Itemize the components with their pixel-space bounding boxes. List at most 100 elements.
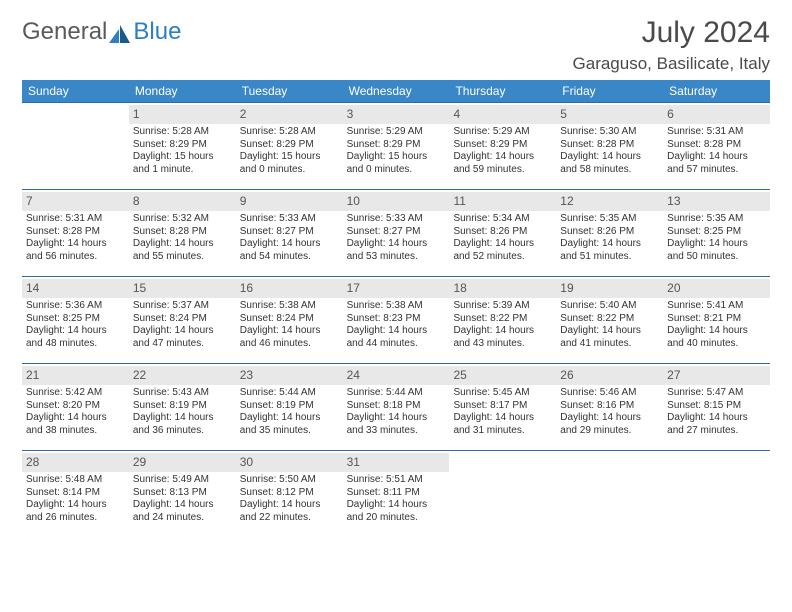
- day-cell: 16 Sunrise: 5:38 AMSunset: 8:24 PMDayligh…: [236, 277, 343, 363]
- day-number: 22: [129, 366, 236, 385]
- daylight-text: Daylight: 14 hours and 24 minutes.: [133, 499, 232, 524]
- daylight-text: Daylight: 14 hours and 44 minutes.: [347, 325, 446, 350]
- sunrise-text: Sunrise: 5:38 AM: [240, 300, 339, 313]
- calendar-page: GeneralBlue July 2024 Garaguso, Basilica…: [0, 0, 792, 612]
- sunset-text: Sunset: 8:25 PM: [667, 226, 766, 239]
- day-cell: 6Sunrise: 5:31 AMSunset: 8:28 PMDaylight…: [663, 103, 770, 189]
- sunset-text: Sunset: 8:12 PM: [240, 487, 339, 500]
- daylight-text: Daylight: 14 hours and 53 minutes.: [347, 238, 446, 263]
- day-number: 25: [449, 366, 556, 385]
- daylight-text: Daylight: 14 hours and 36 minutes.: [133, 412, 232, 437]
- day-header: Wednesday: [343, 80, 450, 102]
- sunset-text: Sunset: 8:24 PM: [240, 313, 339, 326]
- sunset-text: Sunset: 8:13 PM: [133, 487, 232, 500]
- daylight-text: Daylight: 15 hours and 0 minutes.: [347, 151, 446, 176]
- sunrise-text: Sunrise: 5:29 AM: [453, 126, 552, 139]
- sunset-text: Sunset: 8:25 PM: [26, 313, 125, 326]
- day-number: 26: [556, 366, 663, 385]
- sunrise-text: Sunrise: 5:50 AM: [240, 474, 339, 487]
- daylight-text: Daylight: 14 hours and 50 minutes.: [667, 238, 766, 263]
- sunrise-text: Sunrise: 5:35 AM: [667, 213, 766, 226]
- day-cell: 31Sunrise: 5:51 AMSunset: 8:11 PMDayligh…: [343, 451, 450, 537]
- sunrise-text: Sunrise: 5:33 AM: [347, 213, 446, 226]
- sunrise-text: Sunrise: 5:31 AM: [667, 126, 766, 139]
- daylight-text: Daylight: 14 hours and 20 minutes.: [347, 499, 446, 524]
- day-header: Saturday: [663, 80, 770, 102]
- day-cell: 23Sunrise: 5:44 AMSunset: 8:19 PMDayligh…: [236, 364, 343, 450]
- day-number: 5: [556, 105, 663, 124]
- daylight-text: Daylight: 14 hours and 35 minutes.: [240, 412, 339, 437]
- week-row: 21Sunrise: 5:42 AMSunset: 8:20 PMDayligh…: [22, 363, 770, 450]
- day-cell: 12Sunrise: 5:35 AMSunset: 8:26 PMDayligh…: [556, 190, 663, 276]
- day-cell: 13Sunrise: 5:35 AMSunset: 8:25 PMDayligh…: [663, 190, 770, 276]
- sunset-text: Sunset: 8:16 PM: [560, 400, 659, 413]
- daylight-text: Daylight: 14 hours and 52 minutes.: [453, 238, 552, 263]
- day-cell: 9Sunrise: 5:33 AMSunset: 8:27 PMDaylight…: [236, 190, 343, 276]
- day-number: 17: [343, 279, 450, 298]
- day-cell: 21Sunrise: 5:42 AMSunset: 8:20 PMDayligh…: [22, 364, 129, 450]
- daylight-text: Daylight: 14 hours and 43 minutes.: [453, 325, 552, 350]
- day-number: 8: [129, 192, 236, 211]
- sunset-text: Sunset: 8:19 PM: [133, 400, 232, 413]
- sunrise-text: Sunrise: 5:36 AM: [26, 300, 125, 313]
- day-number: 10: [343, 192, 450, 211]
- day-cell: 26Sunrise: 5:46 AMSunset: 8:16 PMDayligh…: [556, 364, 663, 450]
- sunrise-text: Sunrise: 5:45 AM: [453, 387, 552, 400]
- day-cell: 5Sunrise: 5:30 AMSunset: 8:28 PMDaylight…: [556, 103, 663, 189]
- sail-icon: [109, 25, 131, 43]
- day-cell: 11Sunrise: 5:34 AMSunset: 8:26 PMDayligh…: [449, 190, 556, 276]
- week-row: 1Sunrise: 5:28 AMSunset: 8:29 PMDaylight…: [22, 102, 770, 189]
- day-number: 11: [449, 192, 556, 211]
- sunset-text: Sunset: 8:24 PM: [133, 313, 232, 326]
- daylight-text: Daylight: 15 hours and 1 minute.: [133, 151, 232, 176]
- daylight-text: Daylight: 14 hours and 56 minutes.: [26, 238, 125, 263]
- day-cell: 28Sunrise: 5:48 AMSunset: 8:14 PMDayligh…: [22, 451, 129, 537]
- day-cell: 18Sunrise: 5:39 AMSunset: 8:22 PMDayligh…: [449, 277, 556, 363]
- sunset-text: Sunset: 8:23 PM: [347, 313, 446, 326]
- daylight-text: Daylight: 14 hours and 38 minutes.: [26, 412, 125, 437]
- day-cell: 22Sunrise: 5:43 AMSunset: 8:19 PMDayligh…: [129, 364, 236, 450]
- title-block: July 2024 Garaguso, Basilicate, Italy: [573, 18, 770, 74]
- sunrise-text: Sunrise: 5:37 AM: [133, 300, 232, 313]
- sunrise-text: Sunrise: 5:44 AM: [347, 387, 446, 400]
- sunset-text: Sunset: 8:28 PM: [667, 139, 766, 152]
- day-cell: 15 Sunrise: 5:37 AMSunset: 8:24 PMDayligh…: [129, 277, 236, 363]
- daylight-text: Daylight: 14 hours and 46 minutes.: [240, 325, 339, 350]
- day-number: 9: [236, 192, 343, 211]
- sunset-text: Sunset: 8:27 PM: [240, 226, 339, 239]
- sunrise-text: Sunrise: 5:41 AM: [667, 300, 766, 313]
- day-cell: 2Sunrise: 5:28 AMSunset: 8:29 PMDaylight…: [236, 103, 343, 189]
- daylight-text: Daylight: 14 hours and 47 minutes.: [133, 325, 232, 350]
- day-number: 23: [236, 366, 343, 385]
- week-row: 14Sunrise: 5:36 AMSunset: 8:25 PMDayligh…: [22, 276, 770, 363]
- sunrise-text: Sunrise: 5:40 AM: [560, 300, 659, 313]
- sunrise-text: Sunrise: 5:48 AM: [26, 474, 125, 487]
- day-number: 29: [129, 453, 236, 472]
- day-number: 28: [22, 453, 129, 472]
- day-number: 27: [663, 366, 770, 385]
- day-header: Monday: [129, 80, 236, 102]
- daylight-text: Daylight: 14 hours and 51 minutes.: [560, 238, 659, 263]
- day-number: 31: [343, 453, 450, 472]
- day-cell: 8Sunrise: 5:32 AMSunset: 8:28 PMDaylight…: [129, 190, 236, 276]
- daylight-text: Daylight: 14 hours and 33 minutes.: [347, 412, 446, 437]
- day-number: 24: [343, 366, 450, 385]
- day-number: 15: [129, 279, 236, 298]
- sunrise-text: Sunrise: 5:28 AM: [133, 126, 232, 139]
- page-header: GeneralBlue July 2024 Garaguso, Basilica…: [22, 18, 770, 74]
- brand-logo: GeneralBlue: [22, 18, 181, 46]
- daylight-text: Daylight: 14 hours and 22 minutes.: [240, 499, 339, 524]
- day-cell: [22, 103, 129, 189]
- day-header: Thursday: [449, 80, 556, 102]
- daylight-text: Daylight: 14 hours and 41 minutes.: [560, 325, 659, 350]
- calendar-grid: SundayMondayTuesdayWednesdayThursdayFrid…: [22, 80, 770, 537]
- sunset-text: Sunset: 8:28 PM: [560, 139, 659, 152]
- daylight-text: Daylight: 14 hours and 31 minutes.: [453, 412, 552, 437]
- day-number: 16: [236, 279, 343, 298]
- day-number: 4: [449, 105, 556, 124]
- sunset-text: Sunset: 8:28 PM: [133, 226, 232, 239]
- daylight-text: Daylight: 15 hours and 0 minutes.: [240, 151, 339, 176]
- sunset-text: Sunset: 8:29 PM: [240, 139, 339, 152]
- day-number: 1: [129, 105, 236, 124]
- sunset-text: Sunset: 8:29 PM: [453, 139, 552, 152]
